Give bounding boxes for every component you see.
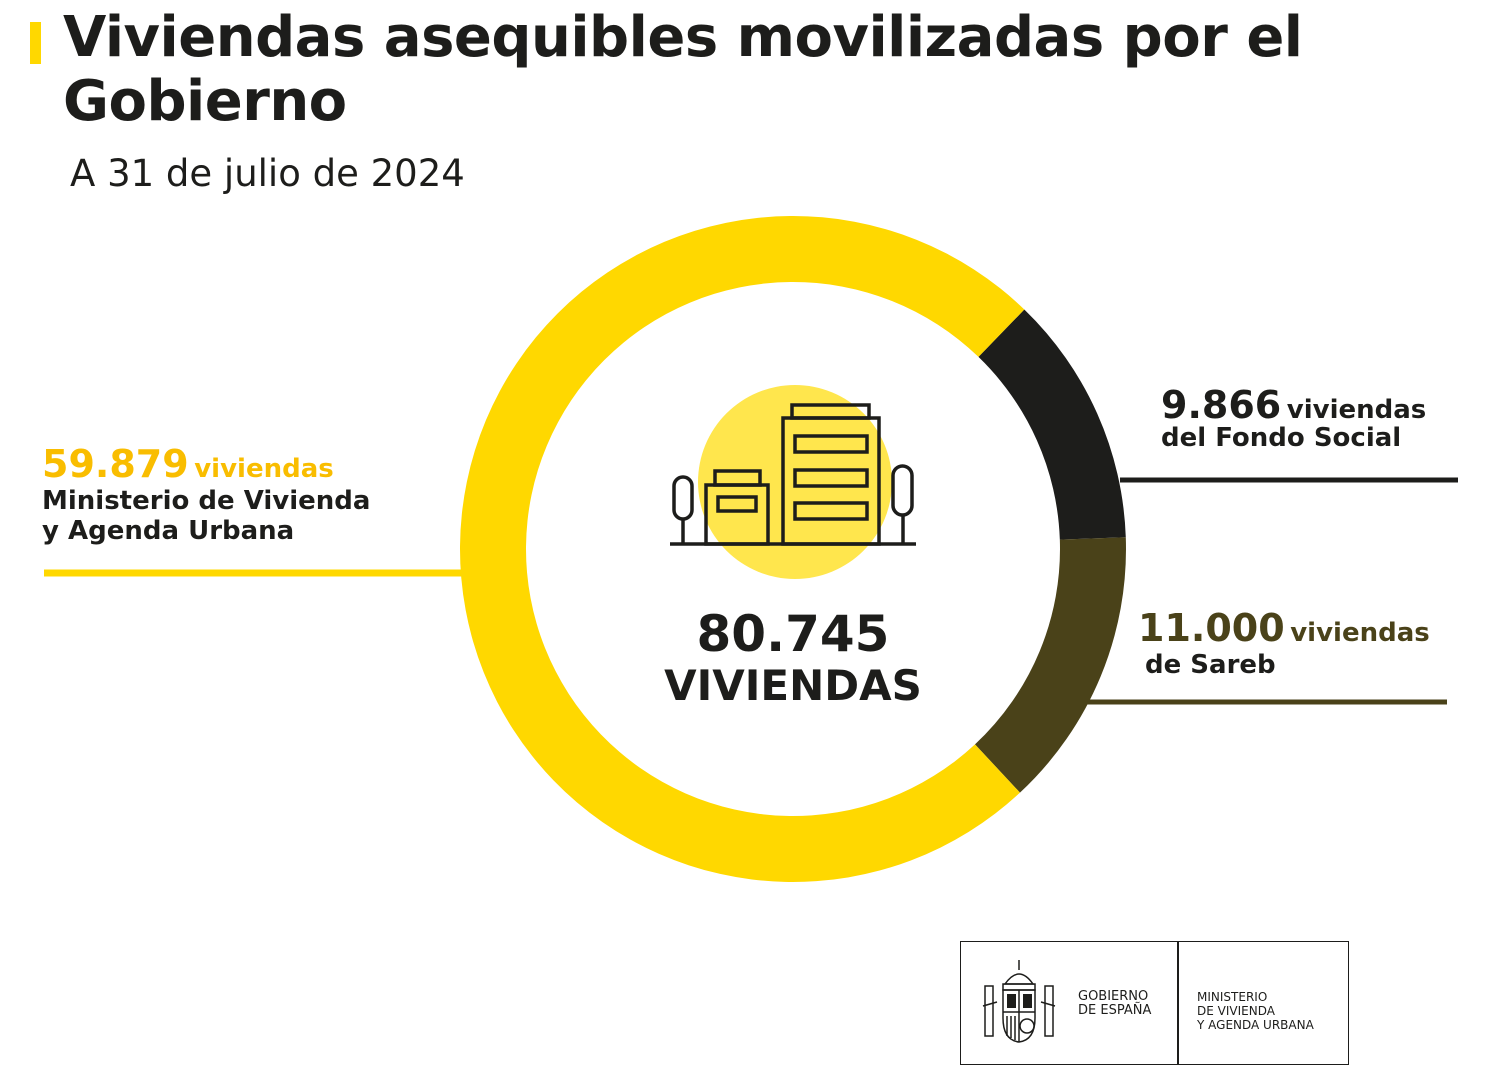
label-ministerio: 59.879 viviendas Ministerio de Vivienda … <box>42 442 370 546</box>
gov-line-1: GOBIERNO <box>1078 989 1149 1004</box>
fondo-desc: del Fondo Social <box>1161 423 1402 453</box>
total-unit: VIVIENDAS <box>664 661 922 710</box>
donut-segments <box>460 215 1126 882</box>
total-label: 80.745 VIVIENDAS <box>593 606 993 710</box>
sareb-unit: viviendas <box>1290 618 1430 648</box>
donut-segment-ministerio-de-vivienda-y-agenda-urbana <box>460 215 1025 882</box>
gobierno-text: GOBIERNO DE ESPAÑA <box>1078 990 1151 1018</box>
buildings-icon <box>670 385 916 579</box>
min-line-2: DE VIVIENDA <box>1197 1004 1275 1018</box>
min-line-3: Y AGENDA URBANA <box>1197 1018 1314 1032</box>
ministerio-desc-2: y Agenda Urbana <box>42 516 295 546</box>
fondo-unit: viviendas <box>1286 395 1427 425</box>
ministerio-number: 59.879 <box>42 442 189 486</box>
page-title: Viviendas asequibles movilizadas por el … <box>63 5 1303 134</box>
sareb-desc: de Sareb <box>1145 650 1276 680</box>
label-sareb: 11.000 viviendas de Sareb <box>1138 606 1430 680</box>
government-logo: GOBIERNO DE ESPAÑA MINISTERIO DE VIVIEND… <box>960 941 1349 1065</box>
sareb-number: 11.000 <box>1138 606 1285 650</box>
ministerio-text: MINISTERIO DE VIVIENDA Y AGENDA URBANA <box>1197 990 1314 1032</box>
donut-segment-fondo-social <box>978 309 1126 540</box>
fondo-number: 9.866 <box>1161 383 1282 427</box>
gov-line-2: DE ESPAÑA <box>1078 1003 1152 1018</box>
min-line-1: MINISTERIO <box>1197 990 1268 1004</box>
coat-of-arms-icon <box>982 960 1056 1043</box>
logo-divider <box>1177 942 1179 1064</box>
page-subtitle: A 31 de julio de 2024 <box>70 152 465 195</box>
donut-segment-sareb <box>974 537 1126 793</box>
label-fondo: 9.866 viviendas del Fondo Social <box>1161 383 1426 453</box>
ministerio-unit: viviendas <box>194 454 334 484</box>
ministerio-desc-1: Ministerio de Vivienda <box>42 486 371 516</box>
title-accent-bar <box>30 22 41 64</box>
total-number: 80.745 <box>696 605 890 663</box>
